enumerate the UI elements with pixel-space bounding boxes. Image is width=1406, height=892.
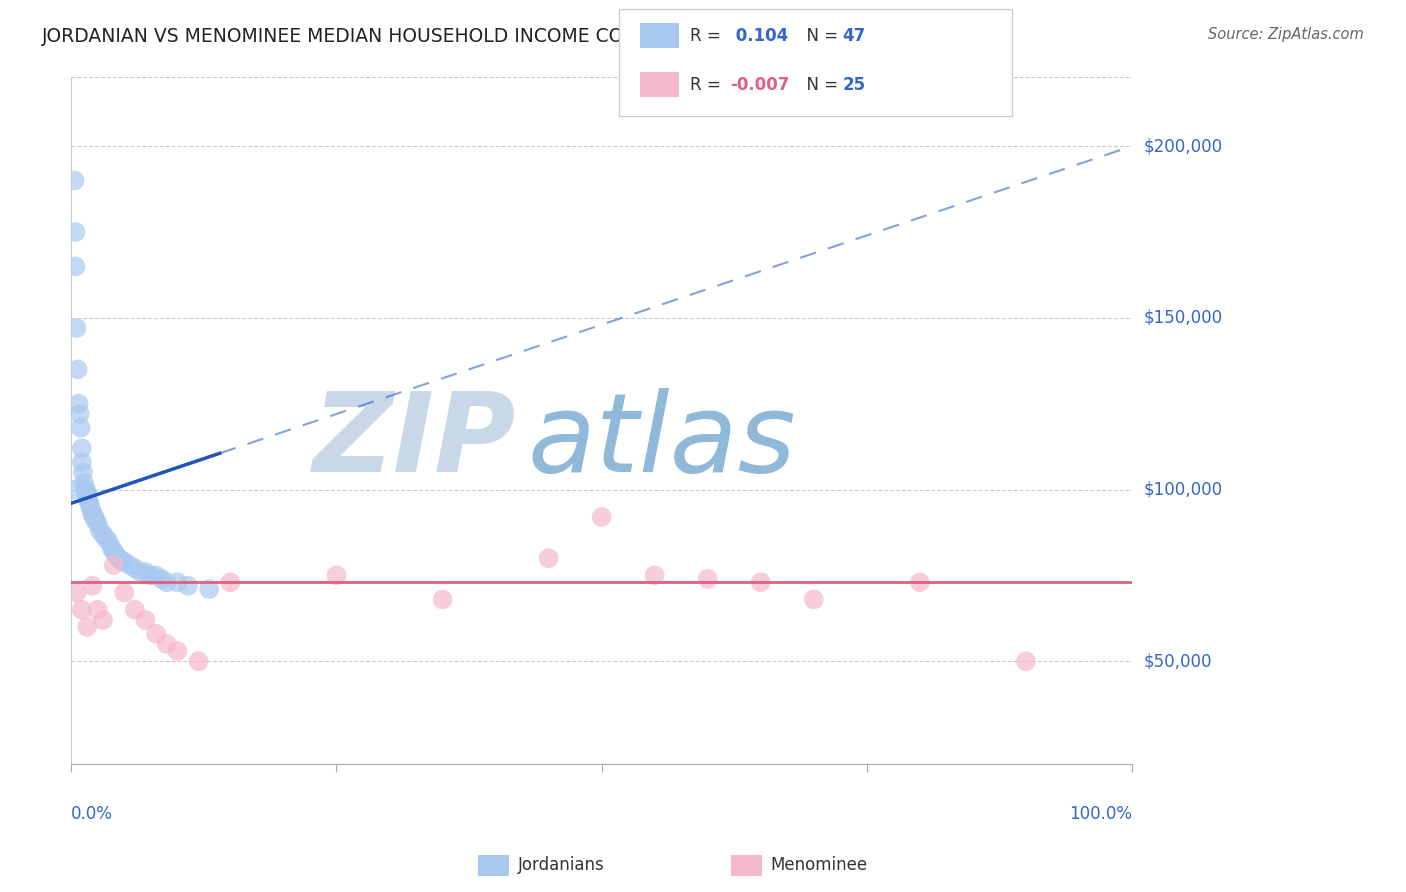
- Text: 100.0%: 100.0%: [1069, 805, 1132, 823]
- Point: [187, 654, 209, 668]
- Text: R =: R =: [690, 27, 727, 45]
- Point: [118, 558, 141, 573]
- Point: [72, 466, 94, 480]
- Text: $150,000: $150,000: [1143, 309, 1222, 326]
- Point: [908, 575, 931, 590]
- Text: JORDANIAN VS MENOMINEE MEDIAN HOUSEHOLD INCOME CORRELATION CHART: JORDANIAN VS MENOMINEE MEDIAN HOUSEHOLD …: [42, 27, 800, 45]
- Point: [80, 503, 103, 517]
- Text: Source: ZipAtlas.com: Source: ZipAtlas.com: [1208, 27, 1364, 42]
- Point: [77, 492, 100, 507]
- Point: [91, 527, 114, 541]
- Point: [104, 548, 127, 562]
- Point: [63, 173, 86, 187]
- Text: R =: R =: [690, 76, 727, 94]
- Point: [156, 637, 179, 651]
- Text: ZIP: ZIP: [314, 388, 517, 495]
- Point: [70, 603, 93, 617]
- Point: [87, 516, 110, 531]
- Point: [145, 627, 167, 641]
- Point: [100, 541, 122, 555]
- Point: [65, 321, 87, 335]
- Point: [91, 613, 114, 627]
- Text: 0.104: 0.104: [730, 27, 787, 45]
- Point: [70, 455, 93, 469]
- Point: [129, 565, 152, 579]
- Point: [124, 603, 146, 617]
- Text: atlas: atlas: [527, 388, 796, 495]
- Text: N =: N =: [796, 76, 844, 94]
- Point: [69, 421, 91, 435]
- Point: [150, 572, 173, 586]
- Point: [73, 483, 96, 497]
- Point: [166, 575, 188, 590]
- Point: [82, 507, 104, 521]
- Point: [75, 483, 97, 497]
- Point: [803, 592, 825, 607]
- Point: [591, 510, 613, 524]
- Point: [696, 572, 718, 586]
- Point: [103, 558, 125, 573]
- Point: [87, 603, 110, 617]
- Text: $50,000: $50,000: [1143, 652, 1212, 670]
- Point: [112, 555, 135, 569]
- Text: Jordanians: Jordanians: [517, 856, 605, 874]
- Point: [76, 490, 98, 504]
- Point: [1015, 654, 1038, 668]
- Point: [219, 575, 242, 590]
- Point: [124, 561, 146, 575]
- Point: [66, 362, 89, 376]
- Point: [76, 620, 98, 634]
- Point: [432, 592, 454, 607]
- Point: [67, 397, 90, 411]
- Point: [83, 510, 105, 524]
- Text: 25: 25: [842, 76, 865, 94]
- Point: [139, 568, 162, 582]
- Point: [134, 565, 156, 579]
- Point: [77, 496, 100, 510]
- Text: $200,000: $200,000: [1143, 137, 1222, 155]
- Point: [65, 585, 87, 599]
- Point: [65, 260, 87, 274]
- Point: [73, 475, 96, 490]
- Point: [69, 407, 91, 421]
- Point: [108, 551, 131, 566]
- Point: [89, 524, 111, 538]
- Point: [76, 486, 98, 500]
- Point: [325, 568, 347, 582]
- Point: [145, 568, 167, 582]
- Point: [749, 575, 772, 590]
- Point: [198, 582, 221, 596]
- Text: $100,000: $100,000: [1143, 481, 1222, 499]
- Text: -0.007: -0.007: [730, 76, 789, 94]
- Point: [134, 613, 156, 627]
- Point: [103, 544, 125, 558]
- Text: N =: N =: [796, 27, 844, 45]
- Point: [537, 551, 560, 566]
- Text: 0.0%: 0.0%: [72, 805, 112, 823]
- Point: [644, 568, 666, 582]
- Point: [156, 575, 179, 590]
- Point: [166, 644, 188, 658]
- Point: [70, 442, 93, 456]
- Point: [65, 225, 87, 239]
- Text: Menominee: Menominee: [770, 856, 868, 874]
- Point: [79, 500, 101, 514]
- Point: [177, 579, 200, 593]
- Point: [94, 531, 117, 545]
- Point: [112, 585, 135, 599]
- Point: [62, 483, 84, 497]
- Point: [84, 513, 107, 527]
- Point: [83, 510, 105, 524]
- Point: [97, 534, 120, 549]
- Point: [111, 555, 134, 569]
- Text: 47: 47: [842, 27, 866, 45]
- Point: [82, 579, 104, 593]
